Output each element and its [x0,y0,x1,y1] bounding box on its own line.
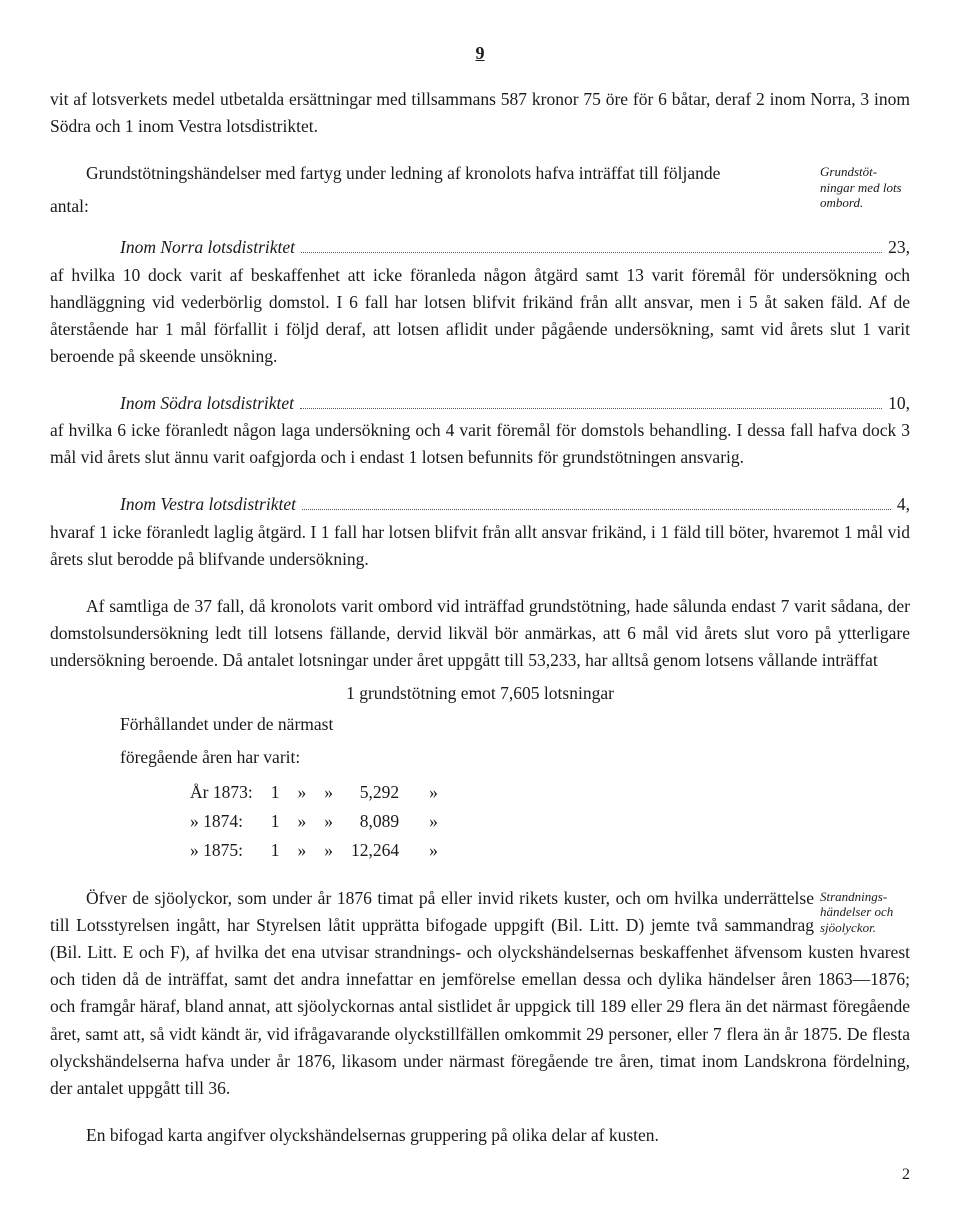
sheet-number: 2 [50,1163,910,1188]
ratio-line: 1 grundstötning emot 7,605 lotsningar [50,680,910,707]
ditto-cell: » [429,807,456,836]
margin-note-strandning: Strandnings-händelser och sjöolyckor. [820,889,910,936]
num-cell: 5,292 [351,778,429,807]
ditto-cell: » [429,778,456,807]
prev-years-label2: föregående åren har varit: [50,744,910,771]
val-cell: 1 [271,836,298,865]
table-row: » 1874: 1 » » 8,089 » [190,807,456,836]
section-vestra-count: 4, [897,491,910,518]
year-cell: År 1873: [190,778,271,807]
section-norra-count: 23, [888,234,910,261]
ditto-cell: » [297,807,324,836]
paragraph-summary: Af samtliga de 37 fall, då kronolots var… [50,593,910,674]
section-vestra-head: Inom Vestra lotsdistriktet 4, [50,491,910,518]
prev-years-label1: Förhållandet under de närmast [50,711,910,738]
section-sodra-label: Inom Södra lotsdistriktet [50,390,294,417]
ditto-cell: » [297,778,324,807]
num-cell: 8,089 [351,807,429,836]
section-norra-head: Inom Norra lotsdistriktet 23, [50,234,910,261]
paragraph-vestra: hvaraf 1 icke föranledt laglig åtgärd. I… [50,519,910,573]
section-vestra-label: Inom Vestra lotsdistriktet [50,491,296,518]
ditto-cell: » [324,836,351,865]
leader-dots [300,407,882,409]
margin-note-grundstot: Grundstöt-ningar med lots ombord. [820,164,910,211]
ditto-cell: » [429,836,456,865]
paragraph-map: En bifogad karta angifver olyckshändelse… [50,1122,910,1149]
ditto-cell: » [324,778,351,807]
leader-dots [302,508,891,510]
page-number: 9 [50,40,910,68]
paragraph-antal-word: antal: [50,193,910,220]
leader-dots [301,251,882,253]
ditto-cell: » [324,807,351,836]
year-cell: » 1874: [190,807,271,836]
table-row: År 1873: 1 » » 5,292 » [190,778,456,807]
year-ratio-table: År 1873: 1 » » 5,292 » » 1874: 1 » » 8,0… [190,778,456,865]
section-sodra-head: Inom Södra lotsdistriktet 10, [50,390,910,417]
paragraph-intro: vit af lotsverkets medel utbetalda ersät… [50,86,910,140]
table-row: » 1875: 1 » » 12,264 » [190,836,456,865]
section-sodra-count: 10, [888,390,910,417]
paragraph-antal-lead: Grundstötningshändelser med fartyg under… [50,160,910,187]
val-cell: 1 [271,807,298,836]
year-cell: » 1875: [190,836,271,865]
section-norra-label: Inom Norra lotsdistriktet [50,234,295,261]
paragraph-sodra: af hvilka 6 icke föranledt någon laga un… [50,417,910,471]
paragraph-strandning: Öfver de sjöolyckor, som under år 1876 t… [50,885,910,1102]
val-cell: 1 [271,778,298,807]
paragraph-norra: af hvilka 10 dock varit af beskaffenhet … [50,262,910,371]
ditto-cell: » [297,836,324,865]
num-cell: 12,264 [351,836,429,865]
